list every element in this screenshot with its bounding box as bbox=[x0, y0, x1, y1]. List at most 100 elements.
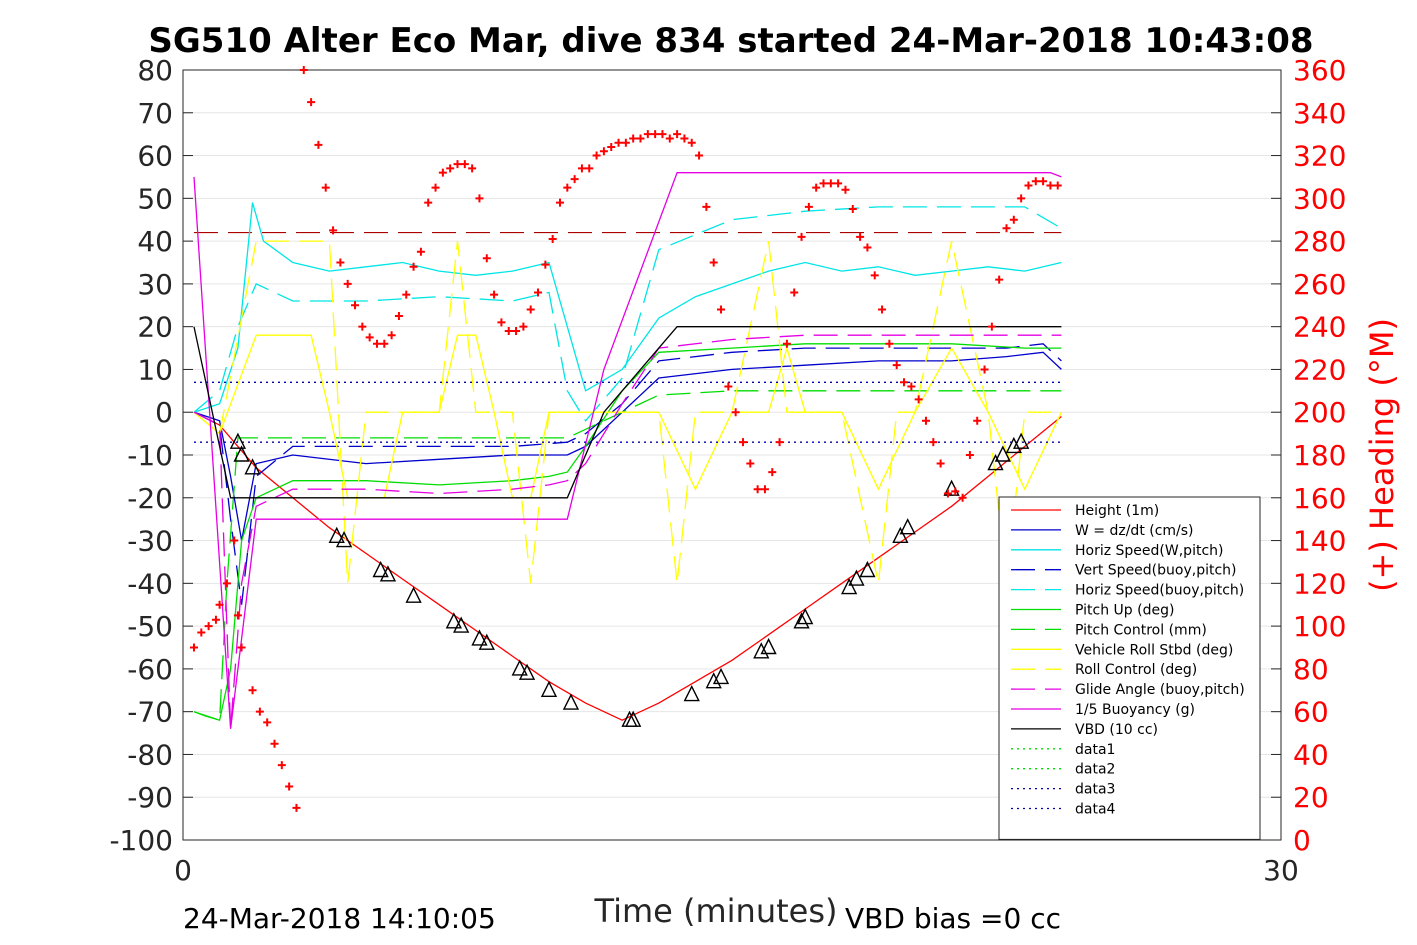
heading-point bbox=[658, 130, 667, 139]
legend-label: Horiz Speed(W,pitch) bbox=[1075, 543, 1223, 559]
profile-marker bbox=[478, 633, 495, 650]
heading-point bbox=[255, 707, 264, 716]
legend: Height (1m) W = dz/dt (cm/s) Horiz Speed(W… bbox=[998, 496, 1261, 840]
y-right-tick-label: 100 bbox=[1293, 610, 1346, 643]
profile-marker bbox=[229, 432, 247, 449]
heading-point bbox=[416, 247, 425, 256]
heading-point bbox=[321, 183, 330, 192]
y-tick-label: 50 bbox=[137, 182, 173, 215]
heading-point bbox=[760, 485, 769, 494]
heading-point bbox=[512, 326, 521, 335]
heading-point bbox=[1039, 177, 1048, 186]
y-right-tick-label: 80 bbox=[1293, 653, 1329, 686]
y-right-tick-label: 20 bbox=[1293, 781, 1329, 814]
y-tick-label: 80 bbox=[137, 54, 173, 87]
legend-label: Pitch Up (deg) bbox=[1075, 603, 1174, 619]
y-right-tick-label: 0 bbox=[1293, 824, 1311, 857]
series-line bbox=[193, 351, 1062, 541]
series-line bbox=[193, 206, 1062, 422]
heading-point bbox=[958, 493, 967, 502]
legend-label: 1/5 Buoyancy (g) bbox=[1075, 702, 1195, 718]
heading-point bbox=[197, 628, 206, 637]
profile-marker bbox=[471, 629, 488, 646]
heading-point bbox=[292, 803, 301, 812]
profile-marker bbox=[540, 680, 558, 697]
profile-marker bbox=[335, 530, 353, 548]
y-right-tick-label: 140 bbox=[1293, 525, 1346, 558]
profile-marker bbox=[1013, 432, 1030, 449]
heading-point bbox=[1009, 215, 1018, 224]
heading-point bbox=[731, 408, 740, 417]
heading-point bbox=[372, 339, 381, 348]
legend-box bbox=[998, 496, 1261, 840]
heading-point bbox=[233, 611, 242, 620]
heading-point bbox=[614, 138, 623, 147]
y-right-tick-label: 300 bbox=[1293, 182, 1346, 215]
y-right-tick-label: 360 bbox=[1293, 54, 1346, 87]
profile-marker bbox=[244, 458, 261, 475]
profile-marker bbox=[372, 560, 389, 578]
heading-layer bbox=[189, 66, 1062, 812]
profile-marker bbox=[511, 659, 528, 676]
profile-marker bbox=[405, 586, 422, 603]
heading-point bbox=[1053, 181, 1062, 190]
heading-point bbox=[387, 331, 396, 340]
y-right-tick-label: 40 bbox=[1293, 738, 1329, 771]
legend-label: data2 bbox=[1075, 762, 1115, 778]
y-tick-label: -70 bbox=[127, 696, 173, 729]
heading-point bbox=[460, 160, 469, 169]
heading-point bbox=[746, 459, 755, 468]
heading-point bbox=[863, 243, 872, 252]
heading-point bbox=[717, 305, 726, 314]
heading-point bbox=[358, 322, 367, 331]
heading-point bbox=[782, 339, 791, 348]
heading-point bbox=[929, 438, 938, 447]
heading-point bbox=[870, 271, 879, 280]
legend-label: W = dz/dt (cm/s) bbox=[1075, 523, 1194, 539]
heading-point bbox=[775, 438, 784, 447]
profile-marker bbox=[712, 667, 730, 685]
profile-marker bbox=[899, 518, 916, 535]
y-right-tick-label: 120 bbox=[1293, 567, 1346, 600]
profile-marker bbox=[1005, 436, 1022, 454]
profile-marker bbox=[518, 663, 536, 680]
heading-point bbox=[965, 451, 974, 459]
heading-point bbox=[900, 378, 909, 387]
profile-marker bbox=[859, 560, 876, 578]
legend-label: data4 bbox=[1075, 802, 1116, 818]
heading-point bbox=[804, 202, 813, 211]
heading-point bbox=[936, 459, 945, 468]
heading-point bbox=[577, 164, 586, 173]
x-tick-label: 0 bbox=[174, 854, 192, 887]
y-axis-right: 3603403203002802602402202001801601401201… bbox=[1271, 54, 1346, 857]
y-tick-label: -80 bbox=[127, 738, 173, 771]
heading-point bbox=[1017, 194, 1026, 203]
heading-point bbox=[299, 66, 308, 74]
series-line bbox=[193, 326, 1062, 499]
heading-point bbox=[636, 134, 645, 143]
heading-point bbox=[230, 536, 239, 545]
heading-point bbox=[695, 151, 704, 160]
heading-point bbox=[892, 361, 901, 370]
y-tick-label: 40 bbox=[137, 225, 173, 258]
profile-marker bbox=[379, 565, 397, 582]
heading-point bbox=[738, 438, 747, 447]
y-tick-label: 30 bbox=[137, 268, 173, 301]
heading-point bbox=[1031, 177, 1040, 186]
y-tick-label: 20 bbox=[137, 311, 173, 344]
heading-point bbox=[878, 305, 887, 314]
legend-label: VBD (10 cc) bbox=[1075, 722, 1158, 738]
heading-point bbox=[277, 761, 286, 770]
profile-marker bbox=[797, 607, 814, 625]
y-right-tick-label: 340 bbox=[1293, 97, 1346, 130]
x-tick-label: 30 bbox=[1263, 854, 1299, 887]
heading-point bbox=[943, 489, 952, 498]
y-tick-label: -30 bbox=[127, 525, 173, 558]
x-axis: 0 30 bbox=[174, 854, 1299, 887]
legend-label: Vert Speed(buoy,pitch) bbox=[1075, 563, 1237, 579]
y-tick-label: -40 bbox=[127, 567, 173, 600]
heading-point bbox=[673, 130, 682, 139]
y-right-tick-label: 60 bbox=[1293, 696, 1329, 729]
y-tick-label: -90 bbox=[127, 781, 173, 814]
legend-label: Horiz Speed(buoy,pitch) bbox=[1075, 583, 1244, 599]
